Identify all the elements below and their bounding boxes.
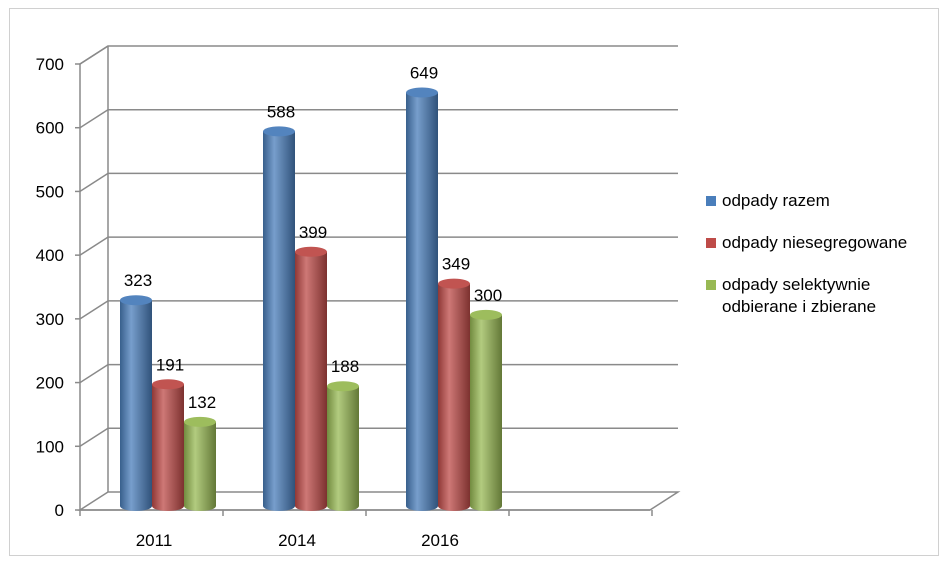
data-label: 132 [188,393,216,412]
y-tick-label: 700 [36,55,64,74]
legend-label: odpady selektywnie odbierane i zbierane [722,275,877,316]
y-tick-label: 200 [36,374,64,393]
gridline [79,236,678,256]
bar-body [470,314,502,511]
bar-body [263,131,295,512]
data-label: 323 [124,271,152,290]
bar-body [295,251,327,511]
legend-label: odpady niesegregowane [722,233,908,252]
bar [295,246,327,511]
bar [184,416,216,511]
bar-body [438,283,470,511]
bar-top [120,295,152,306]
y-axis-ticks: 0 100 200 300 400 500 600 700 [36,55,80,520]
data-label: 399 [299,223,327,242]
data-label: 349 [442,255,470,274]
bar-top [263,126,295,137]
legend-label: odpady razem [722,191,830,210]
legend-item-odpady-razem: odpady razem [706,190,941,212]
bar-top [152,379,184,390]
legend-swatch [706,196,716,206]
bar-body [327,386,359,511]
y-tick-label: 300 [36,310,64,329]
bar [470,309,502,511]
bar-body [184,421,216,511]
x-tick-label: 2011 [136,531,173,550]
data-label: 188 [331,357,359,376]
bar [152,379,184,511]
bar-top [406,87,438,98]
legend-item-odpady-niesegregowane: odpady niesegregowane [706,232,941,254]
bars [120,87,502,512]
bar [406,87,438,511]
x-tick-label: 2014 [278,531,316,550]
bar-top [327,381,359,392]
chart-frame [9,8,939,556]
bar-top [184,416,216,427]
bar [263,126,295,512]
bar-top [438,278,470,289]
y-tick-label: 100 [36,437,64,456]
bar-top [295,246,327,257]
y-tick-label: 400 [36,246,64,265]
legend-swatch [706,238,716,248]
x-tick-label: 2016 [421,531,459,550]
data-label: 649 [410,63,438,82]
bar-body [152,384,184,511]
gridline [79,300,678,320]
y-tick-label: 0 [55,501,64,520]
bar [120,295,152,511]
gridline [79,108,678,129]
bar-body [406,92,438,511]
bar [327,381,359,511]
y-tick-label: 600 [36,119,64,138]
legend: odpady razem odpady niesegregowane odpad… [706,190,941,338]
bar-body [120,300,152,511]
legend-item-odpady-selektywnie: odpady selektywnie odbierane i zbierane [706,274,941,318]
bar-top [470,309,502,320]
gridline [79,45,678,65]
legend-swatch [706,280,716,290]
bar [438,278,470,511]
data-label: 300 [474,286,502,305]
x-axis-ticks: 2011 2014 2016 [79,510,653,550]
data-label: 191 [156,355,184,374]
data-label: 588 [267,102,295,121]
y-tick-label: 500 [36,182,64,201]
gridline [79,172,678,193]
